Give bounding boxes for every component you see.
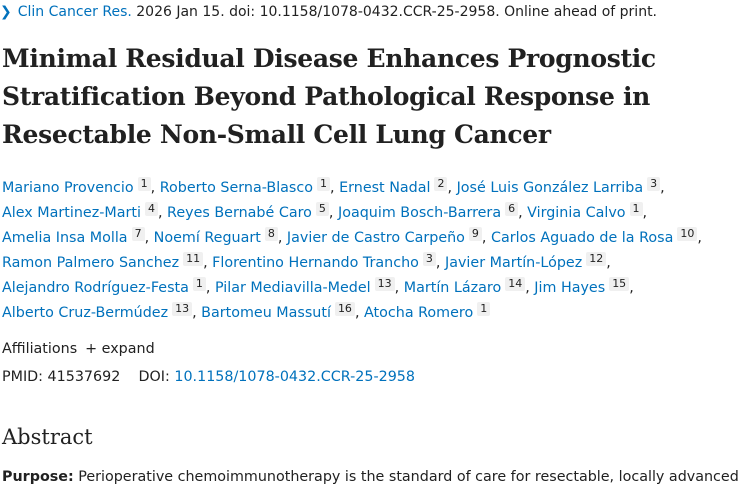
affiliation-number[interactable]: 1 [477, 302, 491, 316]
author-link[interactable]: Alejandro Rodríguez-Festa [2, 280, 189, 296]
separator: , [205, 280, 215, 296]
author-link[interactable]: Pilar Mediavilla-Medel [214, 280, 371, 296]
separator: , [660, 180, 665, 196]
affiliation-number[interactable]: 1 [317, 177, 330, 191]
affiliation-number[interactable]: 15 [609, 277, 630, 291]
separator: , [481, 230, 492, 246]
pmid-value: 41537692 [47, 369, 121, 385]
affiliations-label: Affiliations [2, 341, 78, 357]
affiliation-number[interactable]: 7 [131, 227, 145, 241]
affiliation-number[interactable]: 2 [434, 177, 448, 191]
author-link[interactable]: Reyes Bernabé Caro [167, 205, 312, 221]
expand-affiliations-button[interactable]: + expand [85, 341, 155, 357]
author-line: Ramon Palmero Sanchez 11, Florentino Hern… [2, 251, 702, 276]
separator: , [642, 205, 648, 221]
affiliation-number[interactable]: 14 [505, 277, 526, 291]
separator: , [518, 205, 528, 221]
affiliation-number[interactable]: 6 [505, 202, 519, 216]
separator: , [192, 305, 202, 321]
affiliation-number[interactable]: 8 [264, 227, 278, 241]
author-link[interactable]: Alex Martinez-Marti [2, 205, 141, 221]
affiliation-number[interactable]: 1 [137, 177, 151, 191]
separator: , [697, 230, 702, 246]
identifiers: PMID: 41537692 DOI: 10.1158/1078-0432.CC… [2, 369, 415, 385]
separator: , [203, 255, 213, 271]
separator: , [606, 255, 611, 271]
affiliation-number[interactable]: 4 [144, 202, 158, 216]
author-link[interactable]: Martín Lázaro [403, 280, 502, 296]
affiliation-number[interactable]: 1 [192, 277, 206, 291]
affiliation-number[interactable]: 3 [422, 252, 436, 266]
separator: , [525, 280, 535, 296]
affiliations: Affiliations + expand [2, 341, 155, 357]
author-link[interactable]: Carlos Aguado de la Rosa [491, 230, 674, 246]
purpose-text: Perioperative chemoimmunotherapy is the … [73, 469, 739, 485]
separator: , [629, 280, 634, 296]
author-line: Alberto Cruz-Bermúdez 13, Bartomeu Massut… [2, 301, 702, 326]
separator: , [435, 255, 445, 271]
separator: , [150, 180, 160, 196]
affiliation-number[interactable]: 13 [374, 277, 395, 291]
separator: , [328, 205, 338, 221]
chevron-right-icon[interactable]: ❯ [0, 4, 12, 20]
separator: , [144, 230, 154, 246]
separator: , [354, 305, 365, 321]
author-link[interactable]: Mariano Provencio [2, 180, 134, 196]
author-line: Alex Martinez-Marti 4, Reyes Bernabé Caro… [2, 201, 702, 226]
affiliation-number[interactable]: 11 [183, 252, 204, 266]
doi-link[interactable]: 10.1158/1078-0432.CCR-25-2958 [174, 369, 415, 385]
separator: , [277, 230, 287, 246]
affiliation-number[interactable]: 3 [647, 177, 661, 191]
author-link[interactable]: Roberto Serna-Blasco [159, 180, 313, 196]
separator: , [394, 280, 404, 296]
separator: , [330, 180, 340, 196]
author-line: Mariano Provencio 1, Roberto Serna-Blasco… [2, 176, 702, 201]
separator: , [157, 205, 168, 221]
author-link[interactable]: Noemí Reguart [153, 230, 261, 246]
affiliation-number[interactable]: 13 [172, 302, 193, 316]
affiliation-number[interactable]: 16 [334, 302, 355, 316]
article-title: Minimal Residual Disease Enhances Progno… [2, 44, 656, 149]
affiliation-number[interactable]: 9 [468, 227, 482, 241]
author-list: Mariano Provencio 1, Roberto Serna-Blasco… [2, 176, 702, 326]
affiliation-number[interactable]: 5 [315, 202, 329, 216]
author-link[interactable]: Amelia Insa Molla [2, 230, 128, 246]
author-link[interactable]: Joaquim Bosch-Barrera [338, 205, 502, 221]
separator: , [447, 180, 457, 196]
author-link[interactable]: Florentino Hernando Trancho [212, 255, 419, 271]
doi-label: DOI: [138, 369, 170, 385]
author-link[interactable]: Ramon Palmero Sanchez [2, 255, 180, 271]
affiliation-number[interactable]: 10 [677, 227, 698, 241]
author-link[interactable]: Javier de Castro Carpeño [286, 230, 465, 246]
abstract-heading: Abstract [2, 425, 93, 449]
author-link[interactable]: Ernest Nadal [339, 180, 431, 196]
affiliation-number[interactable]: 1 [629, 202, 643, 216]
author-link[interactable]: Virginia Calvo [527, 205, 626, 221]
author-link[interactable]: Jim Hayes [534, 280, 606, 296]
citation: ❯ Clin Cancer Res. 2026 Jan 15. doi: 10.1… [0, 4, 657, 20]
pmid-label: PMID: [2, 369, 43, 385]
author-link[interactable]: Javier Martín-López [444, 255, 583, 271]
author-line: Alejandro Rodríguez-Festa 1, Pilar Mediav… [2, 276, 702, 301]
author-line: Amelia Insa Molla 7, Noemí Reguart 8, Javi… [2, 226, 702, 251]
purpose-label: Purpose: [2, 469, 74, 485]
journal-link[interactable]: Clin Cancer Res. [17, 4, 132, 20]
abstract-purpose: Purpose: Perioperative chemoimmunotherap… [2, 469, 739, 485]
author-link[interactable]: José Luis González Larriba [456, 180, 644, 196]
author-link[interactable]: Alberto Cruz-Bermúdez [2, 305, 169, 321]
affiliation-number[interactable]: 12 [586, 252, 607, 266]
citation-details: 2026 Jan 15. doi: 10.1158/1078-0432.CCR-… [131, 4, 658, 20]
author-link[interactable]: Bartomeu Massutí [201, 305, 331, 321]
author-link[interactable]: Atocha Romero [364, 305, 474, 321]
